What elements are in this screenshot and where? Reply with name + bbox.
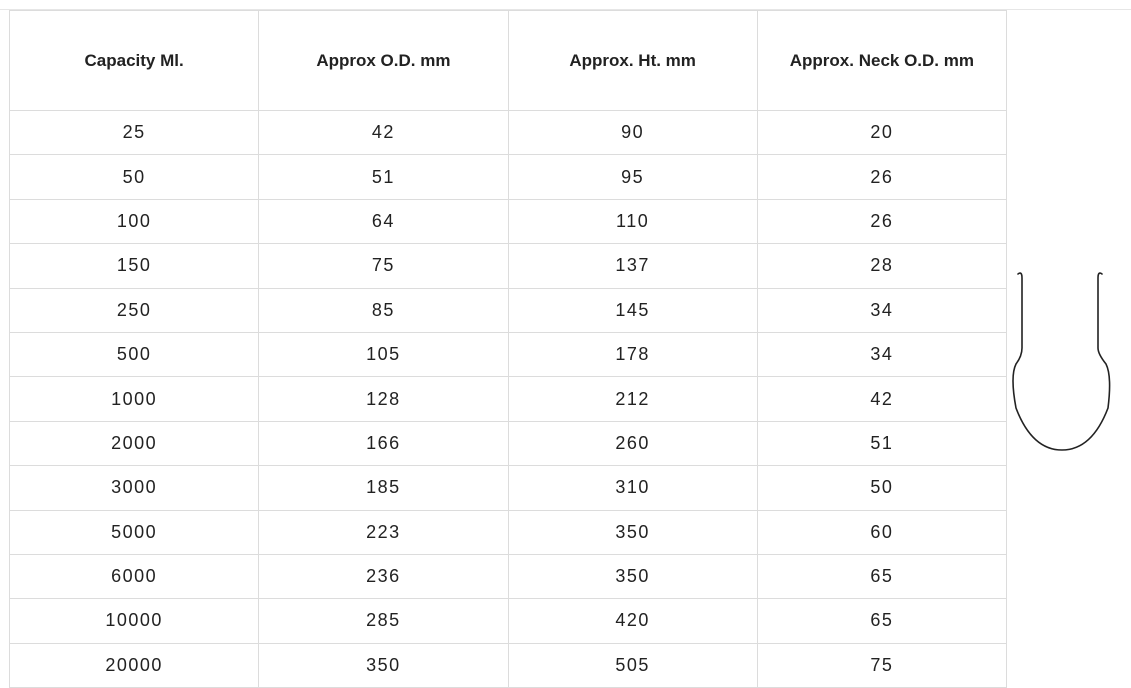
table-cell: 212 <box>508 377 757 421</box>
table-cell: 1000 <box>10 377 259 421</box>
table-cell: 6000 <box>10 554 259 598</box>
table-cell: 85 <box>259 288 508 332</box>
table-cell: 26 <box>757 199 1006 243</box>
table-cell: 51 <box>259 155 508 199</box>
table-cell: 178 <box>508 332 757 376</box>
column-header: Approx O.D. mm <box>259 11 508 111</box>
table-cell: 500 <box>10 332 259 376</box>
table-cell: 42 <box>757 377 1006 421</box>
flask-icon <box>1012 268 1112 458</box>
table-cell: 5000 <box>10 510 259 554</box>
table-cell: 223 <box>259 510 508 554</box>
table-cell: 42 <box>259 111 508 155</box>
table-cell: 350 <box>259 643 508 687</box>
table-cell: 64 <box>259 199 508 243</box>
table-cell: 75 <box>259 244 508 288</box>
table-cell: 260 <box>508 421 757 465</box>
table-cell: 128 <box>259 377 508 421</box>
table-cell: 105 <box>259 332 508 376</box>
page: {"table": { "columns": ["Capacity Ml.", … <box>0 0 1131 688</box>
table-cell: 10000 <box>10 599 259 643</box>
table-cell: 34 <box>757 332 1006 376</box>
table-cell: 26 <box>757 155 1006 199</box>
table-cell: 50 <box>10 155 259 199</box>
table-cell: 110 <box>508 199 757 243</box>
table-cell: 100 <box>10 199 259 243</box>
table-cell: 236 <box>259 554 508 598</box>
table-cell: 65 <box>757 599 1006 643</box>
table-cell: 65 <box>757 554 1006 598</box>
table-cell: 28 <box>757 244 1006 288</box>
table-cell: 505 <box>508 643 757 687</box>
table-cell: 95 <box>508 155 757 199</box>
table-cell: 2000 <box>10 421 259 465</box>
table-cell: 34 <box>757 288 1006 332</box>
table-cell: 3000 <box>10 466 259 510</box>
table-cell: 310 <box>508 466 757 510</box>
table-cell: 145 <box>508 288 757 332</box>
table-cell: 350 <box>508 510 757 554</box>
table-cell: 90 <box>508 111 757 155</box>
table-cell: 25 <box>10 111 259 155</box>
column-header: Approx. Ht. mm <box>508 11 757 111</box>
table-cell: 350 <box>508 554 757 598</box>
table-cell: 420 <box>508 599 757 643</box>
column-header: Capacity Ml. <box>10 11 259 111</box>
table-cell: 75 <box>757 643 1006 687</box>
table-cell: 51 <box>757 421 1006 465</box>
table-cell: 250 <box>10 288 259 332</box>
table-cell: 20000 <box>10 643 259 687</box>
table-cell: 185 <box>259 466 508 510</box>
column-header: Approx. Neck O.D. mm <box>757 11 1006 111</box>
table-cell: 60 <box>757 510 1006 554</box>
table-cell: 285 <box>259 599 508 643</box>
table-cell: 20 <box>757 111 1006 155</box>
table-cell: 50 <box>757 466 1006 510</box>
table-cell: 150 <box>10 244 259 288</box>
table-cell: 166 <box>259 421 508 465</box>
table-cell: 137 <box>508 244 757 288</box>
